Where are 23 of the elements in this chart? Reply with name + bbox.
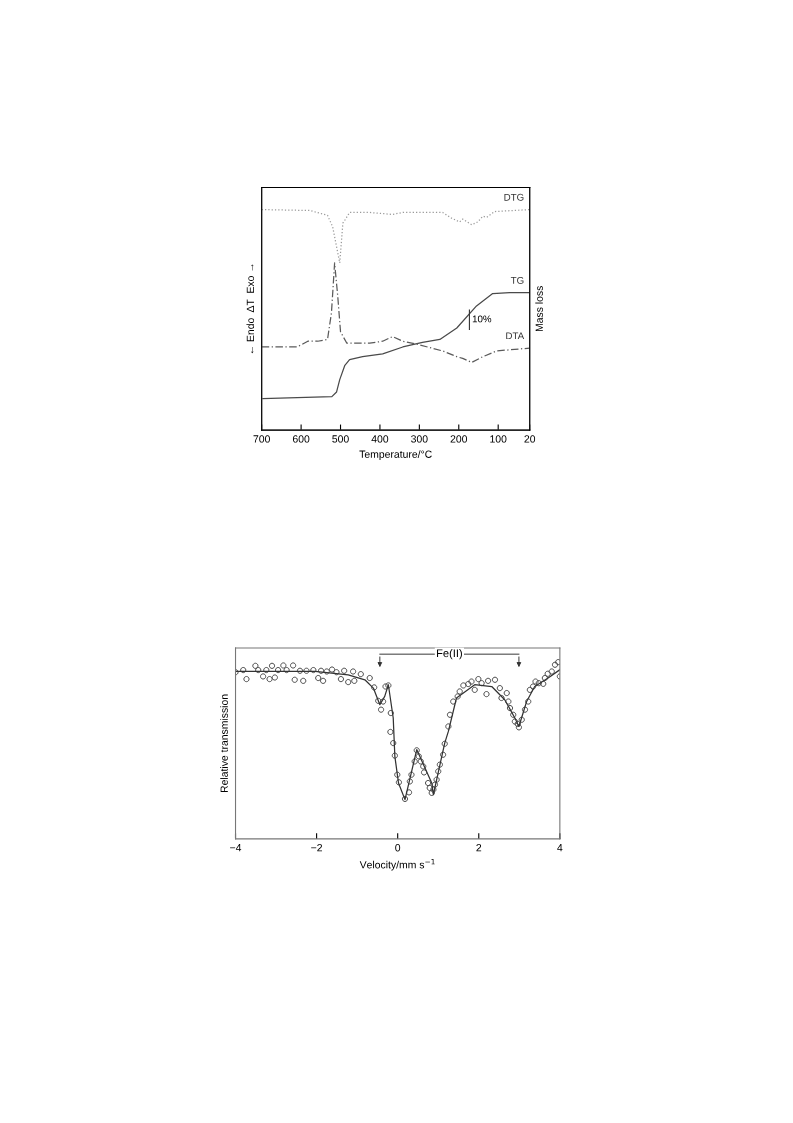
annotation: 10% xyxy=(472,315,492,323)
x-axis-title: Velocity/mm s$^{−1}$ xyxy=(359,859,435,871)
series-label: DTA xyxy=(506,332,525,340)
x-tick-label: −4 xyxy=(230,844,242,852)
y-axis-title: Relative transmission xyxy=(220,694,228,793)
x-tick-label: 600 xyxy=(292,435,310,443)
x-tick-label: 4 xyxy=(557,844,563,852)
text: Fe(II) xyxy=(437,648,462,660)
x-tick-label: 0 xyxy=(395,844,401,852)
x-tick-label: 400 xyxy=(371,435,389,443)
series-label: TG xyxy=(510,276,524,284)
x-tick-label: 100 xyxy=(490,435,507,443)
series-label: DTG xyxy=(504,193,524,201)
x-tick-label: 700 xyxy=(253,435,270,443)
y2-axis-title: Mass loss xyxy=(535,286,543,332)
x-tick-label: 200 xyxy=(450,435,468,443)
x-tick-label: 2 xyxy=(476,844,482,852)
y-axis-title: ← Endo ΔT Exo → xyxy=(246,264,255,354)
x-tick-label: 300 xyxy=(411,435,428,443)
x-tick-label: −2 xyxy=(311,844,323,852)
x-tick-label: 500 xyxy=(332,435,349,443)
x-tick-label: 20 xyxy=(524,435,536,443)
x-axis-title: Temperature/°C xyxy=(359,450,432,460)
